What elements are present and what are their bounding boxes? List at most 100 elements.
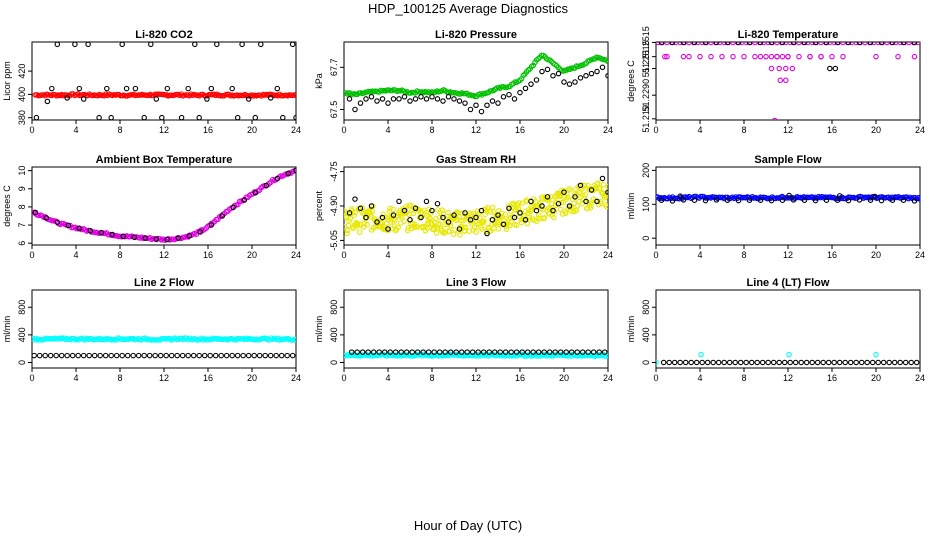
data-point [776, 359, 782, 366]
data-point [601, 349, 608, 355]
data-point [754, 359, 760, 366]
panel-title: Line 2 Flow [134, 277, 194, 289]
y-tick-label: 800 [17, 300, 27, 315]
x-tick-label: 24 [915, 250, 925, 260]
data-point [582, 192, 589, 198]
y-tick-label: 200 [641, 163, 651, 178]
data-point [772, 117, 778, 120]
data-point [522, 217, 529, 223]
data-point [54, 219, 61, 226]
data-point [385, 226, 391, 232]
data-point [686, 53, 692, 60]
data-point [803, 359, 810, 366]
data-point [563, 349, 569, 355]
data-point [875, 359, 881, 366]
y-tick-label: 51.219 [641, 105, 651, 133]
data-point [229, 352, 235, 359]
data-point [481, 218, 487, 224]
y-tick-label: -4.75 [329, 161, 339, 182]
data-point [484, 102, 490, 108]
panel-title: Line 3 Flow [446, 277, 506, 289]
data-point [566, 203, 573, 209]
data-layer [344, 175, 608, 238]
data-point [776, 65, 782, 72]
data-point [412, 205, 419, 212]
y-tick-label: 51.2515 [641, 40, 651, 73]
data-point [178, 114, 185, 120]
data-point [572, 79, 578, 85]
data-point [832, 65, 839, 72]
x-tick-label: 12 [471, 373, 481, 383]
data-point [352, 209, 359, 216]
data-point [757, 197, 764, 203]
series-co2-trace [32, 91, 296, 99]
data-layer [656, 192, 920, 204]
data-point [405, 225, 412, 231]
data-point [506, 91, 512, 98]
panel-li-820-temperature: Li-820 Temperature 0 4 8 12 16 20 24 51.21951.22… [626, 26, 925, 135]
data-point [409, 349, 415, 355]
data-point [779, 42, 786, 46]
data-point [58, 352, 65, 359]
data-point [473, 229, 480, 235]
data-point [917, 196, 920, 202]
data-point [697, 53, 703, 60]
data-point [502, 349, 509, 355]
data-point [390, 96, 397, 102]
x-tick-label: 0 [341, 125, 346, 135]
data-point [458, 349, 465, 355]
data-point [388, 216, 395, 223]
data-point [229, 85, 235, 92]
data-point [148, 42, 154, 48]
data-layer [344, 349, 608, 359]
data-point [603, 203, 608, 210]
data-point [445, 209, 451, 216]
y-axis-label: ml/min [626, 193, 636, 220]
data-point [467, 106, 474, 113]
series-rh-trace [344, 180, 608, 238]
data-point [414, 349, 421, 355]
data-point [365, 349, 371, 355]
panel-title: Li-820 Pressure [435, 29, 517, 41]
y-tick-label: 10 [17, 166, 27, 176]
data-point [790, 42, 797, 46]
data-point [724, 42, 731, 46]
panel-sample-flow: Sample Flow 0 4 8 12 16 20 24 0 100 200 ml/min [626, 154, 925, 260]
data-point [836, 359, 843, 366]
data-point [878, 42, 885, 46]
data-point [535, 215, 541, 221]
data-point [508, 219, 515, 225]
x-tick-label: 12 [783, 250, 793, 260]
data-point [872, 193, 878, 200]
data-point [535, 212, 542, 218]
data-point [497, 349, 503, 355]
data-point [605, 352, 608, 358]
data-point [354, 349, 360, 355]
data-point [159, 114, 165, 120]
data-layer [656, 351, 920, 366]
x-tick-label: 0 [29, 373, 34, 383]
data-point [823, 197, 830, 203]
data-point [223, 352, 230, 359]
data-point [688, 359, 694, 366]
data-point [789, 65, 796, 72]
series-line-4-trace [656, 351, 879, 366]
x-tick-label: 8 [117, 125, 122, 135]
data-point [363, 214, 369, 221]
data-point [889, 42, 896, 46]
data-point [563, 210, 569, 217]
data-point [599, 64, 606, 71]
data-point [495, 226, 502, 232]
x-tick-label: 4 [385, 250, 390, 260]
data-point [579, 201, 585, 207]
data-point [273, 352, 279, 359]
data-point [219, 213, 226, 219]
data-point [467, 210, 473, 216]
data-point [204, 96, 210, 102]
data-point [360, 224, 367, 230]
data-point [484, 230, 490, 237]
data-point [86, 352, 92, 359]
data-point [459, 210, 466, 217]
data-point [680, 197, 687, 203]
y-tick-label: -5.05 [329, 230, 339, 251]
